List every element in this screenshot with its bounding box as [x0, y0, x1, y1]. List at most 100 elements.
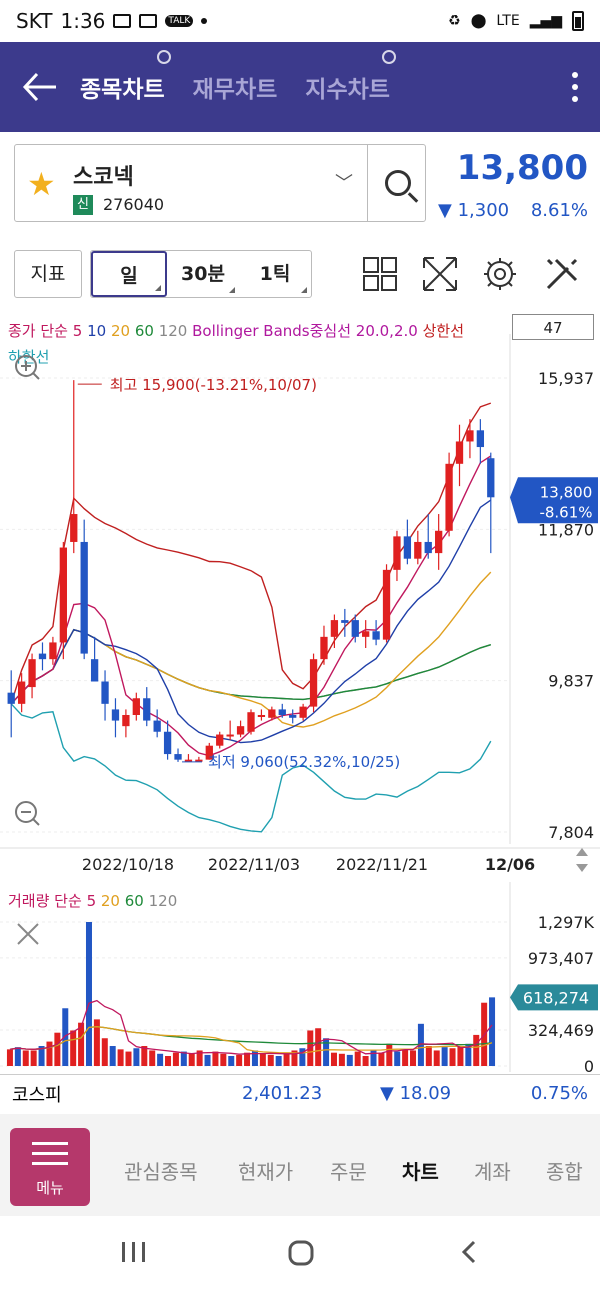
tools-icon[interactable] [542, 254, 582, 294]
nav-account[interactable]: 계좌 [474, 1160, 511, 1184]
mail-icon [113, 14, 132, 28]
volume-bar [410, 1050, 417, 1066]
volume-bar [70, 1030, 77, 1066]
volume-chart-panel[interactable]: 거래량 단순 5 20 60 120 1,297K 973,407 324,469 0… [0, 882, 600, 1072]
tab-stock-chart[interactable]: 종목차트 [80, 50, 171, 104]
volume-bar [228, 1056, 235, 1066]
candle-body [216, 734, 224, 746]
y-tick-label: 9,837 [548, 672, 594, 691]
volume-bar [236, 1054, 243, 1066]
search-button[interactable] [367, 145, 427, 221]
volume-bar [275, 1056, 282, 1066]
candle-body [236, 726, 245, 735]
volume-bar [457, 1046, 464, 1066]
status-bar: SKT 1:36 TALK ♻ ⬤ LTE ▂▄▆ [0, 0, 600, 42]
volume-bar [204, 1054, 211, 1066]
tab-index-chart[interactable]: 지수차트 [305, 50, 396, 104]
stock-code: 276040 [103, 195, 165, 214]
candle-body [351, 620, 359, 637]
nav-chart[interactable]: 차트 [402, 1160, 439, 1184]
volume-bar [299, 1048, 306, 1066]
notification-dot-icon [201, 18, 208, 24]
y-tick-label: 1,297K [538, 913, 595, 932]
zoom-in-icon[interactable] [15, 355, 40, 380]
volume-bar [251, 1050, 258, 1066]
bottom-nav: 메뉴 관심종목 현재가 주문 차트 계좌 종합 [0, 1114, 600, 1216]
period-1tick[interactable]: 1틱 [239, 251, 311, 297]
candle-body [289, 714, 297, 718]
candle-body [143, 698, 151, 721]
grid-layout-icon[interactable] [360, 254, 400, 294]
current-price: 13,800 [456, 148, 588, 188]
candle-body [268, 709, 276, 718]
menu-button[interactable]: 메뉴 [10, 1128, 90, 1206]
x-tick-label: 2022/11/21 [336, 855, 428, 874]
signal-icon: ▂▄▆ [529, 13, 562, 29]
candle-body [90, 659, 99, 682]
ma10-line [10, 499, 492, 744]
volume-bar [133, 1048, 140, 1066]
count-input[interactable]: 47 [512, 314, 594, 340]
close-icon[interactable] [17, 923, 39, 945]
candle-body [153, 720, 161, 732]
candle-body [372, 631, 380, 640]
tab-financial-chart[interactable]: 재무차트 [192, 77, 278, 103]
volume-bar [220, 1053, 227, 1066]
volume-legend: 거래량 단순 5 20 60 120 [8, 892, 178, 910]
volume-bar [394, 1051, 401, 1066]
search-icon [384, 170, 411, 196]
volume-bar [46, 1041, 53, 1066]
nav-current-price[interactable]: 현재가 [238, 1160, 294, 1184]
fullscreen-icon[interactable] [420, 254, 460, 294]
back-arrow-icon[interactable] [0, 42, 80, 132]
back-icon[interactable] [461, 1240, 476, 1264]
candle-body [341, 620, 349, 623]
stock-selector[interactable]: ★ 스코넥 신 276040 ﹀ [14, 144, 426, 222]
volume-bar [85, 922, 92, 1066]
bollinger-lower-line [10, 703, 492, 833]
candle-body [49, 642, 57, 660]
volume-bar [378, 1052, 385, 1066]
price-change-rate: 8.61% [530, 200, 588, 221]
volume-bar [93, 1019, 100, 1066]
index-bar[interactable]: 코스피 2,401.23 ▼ 18.09 0.75% [0, 1074, 600, 1112]
period-30min[interactable]: 30분 [167, 251, 239, 297]
down-triangle-icon: ▼ [380, 1083, 400, 1104]
candle-body [278, 709, 286, 715]
x-tick-label: 2022/10/18 [82, 855, 174, 874]
price-chart-panel[interactable]: 종가 단순 5 10 20 60 120 Bollinger Bands중심선 … [0, 314, 600, 874]
x-tick-label: 2022/11/03 [208, 855, 300, 874]
stock-name: 스코넥 [73, 165, 134, 190]
volume-bar [370, 1050, 377, 1066]
nav-overview[interactable]: 종합 [546, 1160, 583, 1184]
candle-body [111, 709, 120, 721]
candle-body [226, 734, 234, 737]
nav-watchlist[interactable]: 관심종목 [124, 1160, 198, 1184]
volume-bar [346, 1054, 353, 1066]
y-tick-label: 324,469 [528, 1021, 594, 1040]
y-tick-label: 7,804 [548, 823, 594, 842]
volume-bar [244, 1052, 251, 1066]
settings-gear-icon[interactable] [480, 254, 520, 294]
nav-order[interactable]: 주문 [330, 1160, 367, 1184]
index-name: 코스피 [12, 1084, 62, 1106]
y-tick-label: 973,407 [528, 949, 594, 968]
indicator-button[interactable]: 지표 [14, 250, 82, 298]
volume-bar [38, 1046, 45, 1066]
volume-bar [465, 1043, 472, 1066]
volume-bar [188, 1053, 195, 1066]
favorite-star-icon[interactable]: ★ [27, 165, 56, 203]
candle-body [247, 712, 255, 732]
home-icon[interactable] [288, 1240, 314, 1266]
chevron-down-icon[interactable]: ﹀ [335, 173, 353, 194]
down-triangle-icon: ▼ [438, 200, 458, 221]
volume-bar [109, 1046, 116, 1066]
market-badge: 신 [73, 195, 93, 215]
candle-body [205, 745, 213, 760]
more-options-icon[interactable] [550, 72, 600, 102]
recent-apps-icon[interactable] [122, 1242, 145, 1262]
zoom-out-icon[interactable] [15, 801, 40, 826]
x-tick-label: 12/06 [485, 855, 535, 874]
period-day[interactable]: 일 [91, 251, 167, 297]
candle-body [101, 681, 109, 704]
